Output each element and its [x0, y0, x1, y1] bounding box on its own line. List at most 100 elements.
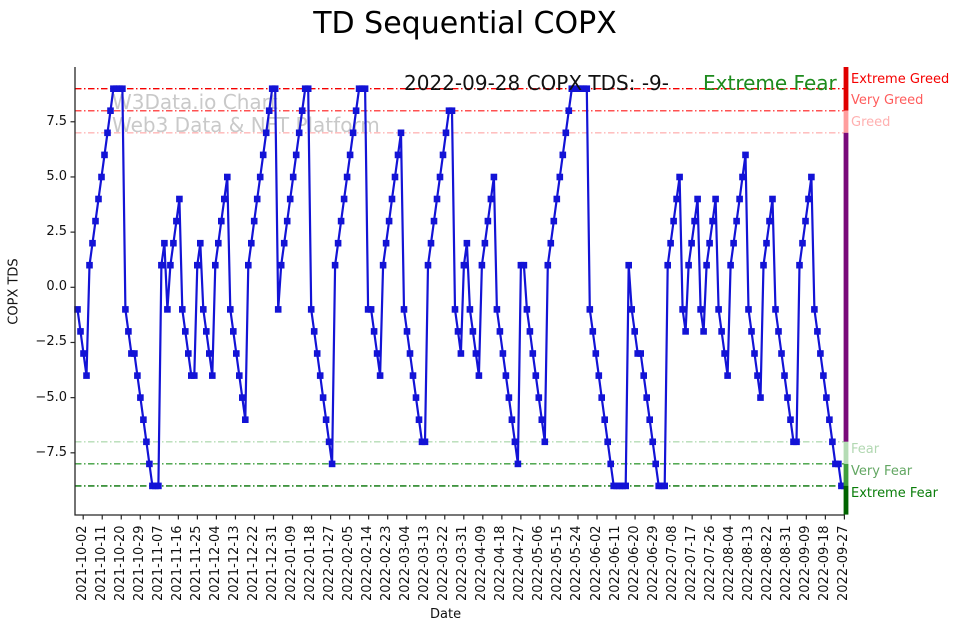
series-marker	[778, 350, 785, 357]
series-marker	[742, 151, 749, 159]
series-marker	[751, 350, 758, 357]
series-marker	[796, 261, 803, 269]
series-marker	[787, 416, 794, 423]
series-marker	[538, 416, 546, 423]
series-marker	[823, 394, 830, 401]
x-tick-label: 2021-11-25	[188, 525, 204, 601]
chart-title: TD Sequential COPX	[313, 6, 617, 41]
x-tick-label: 2022-08-31	[778, 525, 794, 601]
series-marker	[388, 195, 396, 203]
series-marker	[544, 261, 552, 269]
zone-label-fear: Fear	[851, 442, 880, 457]
series-marker	[460, 261, 468, 269]
series-marker	[218, 217, 225, 225]
series-marker	[643, 394, 650, 401]
series-marker	[125, 328, 132, 335]
right-spine-segment-2	[843, 132, 849, 442]
x-axis-title: Date	[430, 607, 462, 622]
annotation-sentiment-label: Extreme Fear	[703, 71, 837, 95]
series-marker	[703, 261, 710, 269]
series-marker	[667, 239, 674, 247]
series-marker	[179, 306, 186, 313]
series-marker	[430, 217, 438, 225]
series-marker	[286, 195, 294, 203]
series-marker	[230, 328, 237, 335]
series-marker	[652, 460, 659, 468]
series-marker	[655, 482, 662, 490]
series-marker	[709, 217, 716, 225]
series-marker	[736, 195, 743, 203]
series-marker	[637, 350, 644, 357]
y-tick-label: −5.0	[35, 389, 67, 405]
series-marker	[478, 261, 486, 269]
watermark-line2: Web3 Data & NFT Platform	[112, 113, 380, 137]
series-marker	[523, 306, 531, 313]
series-marker	[143, 438, 150, 446]
series-marker	[95, 195, 102, 203]
series-marker	[646, 416, 653, 423]
series-marker	[334, 239, 342, 247]
series-marker	[343, 173, 351, 181]
series-marker	[769, 195, 776, 203]
series-marker	[242, 416, 249, 423]
series-marker	[173, 217, 180, 225]
series-marker	[209, 372, 216, 379]
x-tick-label: 2022-09-27	[835, 525, 851, 601]
series-marker	[721, 350, 728, 357]
series-marker	[253, 195, 261, 203]
series-marker	[164, 306, 171, 313]
series-marker	[784, 394, 791, 401]
series-marker	[104, 129, 111, 137]
series-marker	[245, 261, 252, 269]
series-marker	[322, 416, 330, 423]
series-marker	[661, 482, 668, 490]
series-marker	[412, 394, 420, 401]
series-marker	[613, 482, 620, 490]
series-line	[76, 87, 845, 487]
series-marker	[733, 217, 740, 225]
series-marker	[679, 306, 686, 313]
series-marker	[520, 261, 528, 269]
series-marker	[715, 306, 722, 313]
series-marker	[463, 239, 471, 247]
series-marker	[550, 217, 558, 225]
series-marker	[337, 217, 345, 225]
right-spine-segment-5	[843, 485, 849, 515]
series-marker	[754, 372, 761, 379]
series-marker	[607, 460, 614, 468]
series-marker	[301, 85, 309, 92]
x-tick-label: 2022-06-02	[588, 525, 604, 601]
series-marker	[631, 328, 638, 335]
series-marker	[409, 372, 417, 379]
series-marker	[484, 217, 492, 225]
series-marker	[814, 328, 821, 335]
series-marker	[562, 129, 570, 137]
series-marker	[475, 372, 483, 379]
series-marker	[505, 394, 513, 401]
series-marker	[397, 129, 405, 137]
right-spine-segment-4	[843, 463, 849, 486]
series-marker	[517, 261, 525, 269]
series-marker	[307, 306, 315, 313]
series-marker	[700, 328, 707, 335]
series-marker	[799, 239, 806, 247]
series-marker	[838, 482, 845, 490]
series-marker	[595, 372, 603, 379]
series-marker	[83, 372, 90, 379]
series-marker	[182, 328, 189, 335]
x-tick-label: 2022-09-18	[816, 525, 832, 601]
series-marker	[496, 328, 504, 335]
series-marker	[610, 482, 617, 490]
y-tick-label: 7.5	[46, 113, 67, 129]
series-marker	[370, 328, 378, 335]
x-tick-label: 2021-10-02	[74, 525, 90, 601]
series-marker	[658, 482, 665, 490]
series-marker	[772, 306, 779, 313]
y-tick-label: 0.0	[46, 279, 67, 295]
series-marker	[532, 372, 540, 379]
series-marker	[586, 306, 594, 313]
zone-label-very-fear: Very Fear	[851, 464, 913, 479]
x-tick-label: 2022-08-13	[740, 525, 756, 601]
zone-label-very-greed: Very Greed	[851, 93, 924, 108]
series-marker	[688, 239, 695, 247]
